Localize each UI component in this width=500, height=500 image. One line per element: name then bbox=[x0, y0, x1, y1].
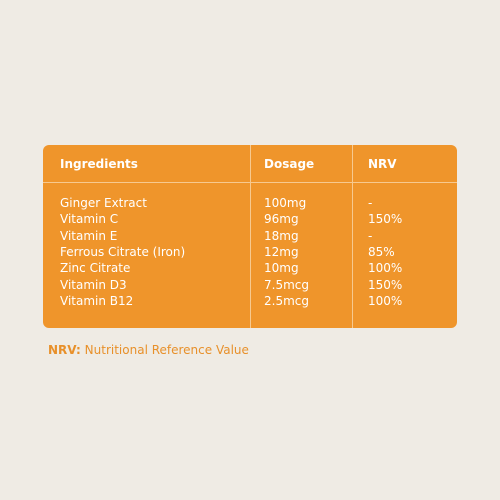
table-cell: Zinc Citrate bbox=[60, 261, 131, 276]
table-cell: 100% bbox=[368, 261, 403, 276]
table-cell: 150% bbox=[368, 212, 403, 227]
table-cell: 100mg bbox=[264, 196, 307, 210]
footnote-text: Nutritional Reference Value bbox=[84, 343, 249, 357]
table-cell: Vitamin D3 bbox=[60, 277, 127, 292]
table-cell: 2.5mcg bbox=[264, 293, 309, 308]
table-cell: 100% bbox=[368, 293, 403, 308]
table-cell: 18mg bbox=[264, 228, 299, 243]
table-cell: Ginger Extract bbox=[60, 196, 147, 210]
table-cell: Vitamin E bbox=[60, 228, 118, 243]
table-cell: Vitamin C bbox=[60, 212, 119, 227]
table-cell: Ferrous Citrate (Iron) bbox=[60, 244, 186, 259]
column-header: NRV bbox=[368, 157, 397, 171]
column-divider bbox=[352, 145, 353, 328]
table-cell: Vitamin B12 bbox=[60, 293, 134, 308]
column-divider bbox=[250, 145, 251, 328]
ingredients-table: Ingredients Dosage NRV Ginger Extract 100mg -… bbox=[43, 145, 457, 328]
table-cell: 10mg bbox=[264, 261, 299, 276]
footnote-term: NRV: bbox=[48, 343, 81, 357]
column-header: Ingredients bbox=[60, 157, 138, 171]
column-header: Dosage bbox=[264, 157, 315, 171]
table-cell: 150% bbox=[368, 277, 403, 292]
table-cell: - bbox=[368, 196, 373, 210]
footnote: NRV: Nutritional Reference Value bbox=[48, 343, 249, 357]
table-cell: 7.5mcg bbox=[264, 277, 309, 292]
table-cell: 85% bbox=[368, 244, 395, 259]
table-cell: - bbox=[368, 228, 373, 243]
table-cell: 12mg bbox=[264, 244, 299, 259]
table-cell: 96mg bbox=[264, 212, 299, 227]
